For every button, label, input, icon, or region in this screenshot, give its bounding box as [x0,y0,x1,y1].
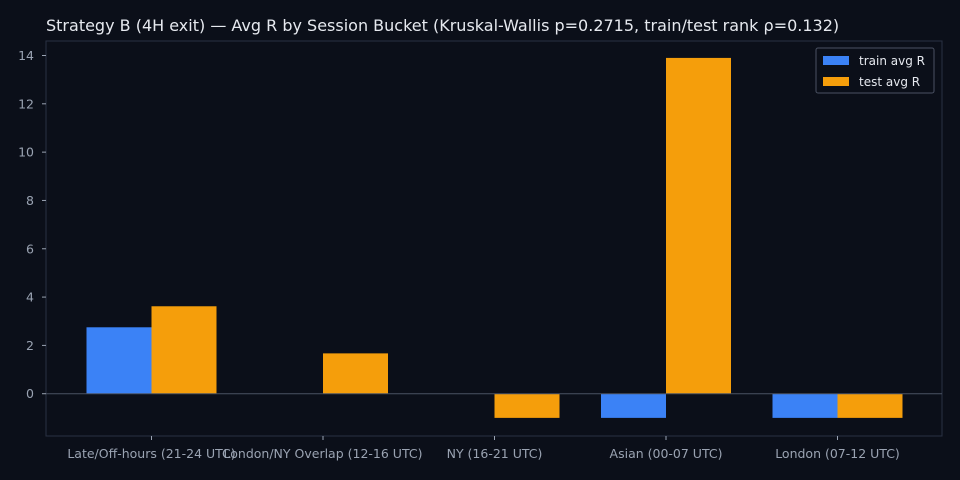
y-tick-label: 14 [18,48,34,63]
bar-train-3 [601,393,666,418]
bar-train-4 [772,393,838,418]
x-tick-label: London/NY Overlap (12-16 UTC) [224,446,423,461]
bar-test-2 [494,393,560,418]
y-tick-label: 6 [26,241,34,256]
bar-test-0 [151,306,217,394]
bar-train-0 [86,327,152,394]
bar-test-1 [323,353,388,394]
y-axis: 0 2 4 6 8 10 12 14 [18,48,942,401]
bar-test-3 [666,57,731,394]
y-tick-label: 10 [18,145,34,160]
y-tick-label: 0 [26,386,34,401]
x-tick-label: Late/Off-hours (21-24 UTC) [67,446,235,461]
y-tick-label: 12 [18,96,34,111]
y-tick-label: 2 [26,338,34,353]
legend-label-0: train avg R [859,54,925,68]
legend-swatch-0 [823,56,849,65]
y-tick-label: 8 [26,193,34,208]
x-tick-label: NY (16-21 UTC) [447,446,543,461]
bars-group [86,57,903,418]
legend-swatch-1 [823,77,849,86]
x-tick-label: Asian (00-07 UTC) [610,446,723,461]
bar-test-4 [837,393,903,418]
x-tick-label: London (07-12 UTC) [775,446,900,461]
y-tick-label: 4 [26,290,34,305]
x-axis: Late/Off-hours (21-24 UTC)London/NY Over… [67,436,900,461]
legend: train avg R test avg R [815,47,935,94]
legend-label-1: test avg R [859,75,920,89]
chart-title: Strategy B (4H exit) — Avg R by Session … [46,16,839,35]
